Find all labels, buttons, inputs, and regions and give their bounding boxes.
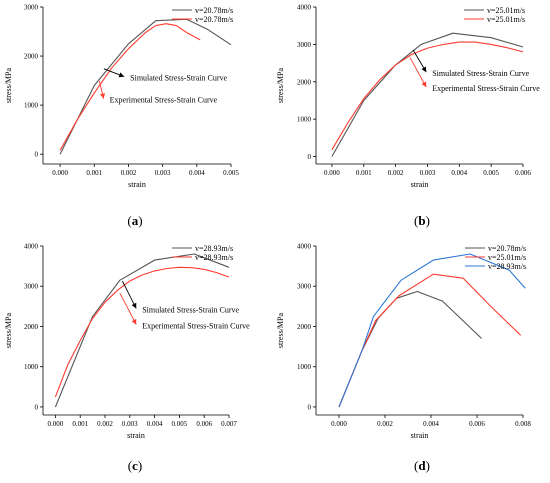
x-axis-title: strain	[128, 180, 146, 189]
annotation-arrow-line	[409, 57, 427, 88]
y-tick-label: 2000	[24, 323, 39, 331]
legend-label-1: v=20.78m/s	[488, 244, 526, 253]
x-tick-label: 0.002	[388, 169, 404, 177]
y-tick-label: 1000	[24, 102, 39, 110]
x-tick-label: 0.004	[147, 420, 163, 428]
x-tick-label: 0.000	[324, 169, 340, 177]
y-tick-label: 2000	[297, 78, 312, 86]
y-axis-title: stress/MPa	[276, 68, 285, 104]
y-tick-label: 3000	[297, 283, 312, 291]
y-tick-label: 1000	[24, 363, 39, 371]
x-tick-label: 0.005	[483, 169, 499, 177]
legend-label-1: v=25.01m/s	[487, 6, 525, 15]
y-tick-label: 3000	[24, 283, 39, 291]
x-tick-label: 0.001	[356, 169, 372, 177]
legend-label-3: v=28.93m/s	[488, 262, 526, 271]
y-tick-label: 0	[308, 153, 312, 161]
x-tick-label: 0.002	[377, 420, 393, 428]
legend-label-1: v=20.78m/s	[195, 6, 233, 15]
panel-label: (a)	[127, 213, 142, 228]
series-line-3	[338, 253, 526, 408]
x-tick-label: 0.003	[420, 169, 436, 177]
y-tick-label: 2000	[24, 53, 39, 61]
x-tick-label: 0.000	[331, 420, 347, 428]
series-line-1	[54, 253, 230, 408]
y-tick-label: 0	[308, 403, 312, 411]
chart-panel-a: 0 1000 2000 3000 0.000 0.001 0.002 0.003 0.004 0.…	[4, 4, 239, 229]
panel-letter: b	[418, 213, 425, 228]
x-tick-label: 0.002	[121, 169, 137, 177]
x-tick-label: 0.005	[223, 169, 239, 177]
y-axis-title: stress/MPa	[4, 68, 13, 104]
y-axis-title: stress/MPa	[276, 313, 285, 349]
annotation-arrow-head	[421, 81, 427, 88]
y-tick-label: 3000	[24, 4, 39, 12]
annotation-arrow-head	[421, 66, 427, 73]
x-tick-label: 0.001	[72, 420, 88, 428]
x-tick-label: 0.002	[97, 420, 113, 428]
x-tick-label: 0.004	[189, 169, 205, 177]
annotation-label: Experimental Stress-Strain Curve	[142, 321, 250, 330]
chart-panel-d: 0 1000 2000 3000 4000 0.000 0.002 0.004 0.006 0.0…	[276, 243, 531, 474]
x-tick-label: 0.003	[122, 420, 138, 428]
x-tick-label: 0.004	[423, 420, 439, 428]
annotation-label: Simulated Stress-Strain Curve	[142, 305, 239, 314]
legend-label-2: v=28.93m/s	[195, 253, 233, 262]
series-line-1	[338, 290, 482, 408]
annotation-arrow-line	[119, 292, 137, 325]
y-tick-label: 4000	[24, 243, 39, 251]
panel-label: (d)	[414, 458, 430, 473]
y-tick-label: 3000	[297, 41, 312, 49]
series-line-2	[59, 23, 201, 151]
series-line-2	[338, 273, 522, 408]
annotation-arrow-head	[131, 318, 137, 325]
legend-label-2: v=25.01m/s	[487, 15, 525, 24]
series-line-1	[331, 32, 524, 157]
legend-label-2: v=20.78m/s	[195, 15, 233, 24]
panel-letter: d	[418, 458, 426, 473]
series-line-2	[54, 266, 230, 398]
panel-letter: c	[132, 458, 138, 473]
x-tick-label: 0.006	[469, 420, 485, 428]
y-tick-label: 0	[35, 403, 39, 411]
x-tick-label: 0.004	[451, 169, 467, 177]
annotation-label: Simulated Stress-Strain Curve	[130, 74, 227, 83]
x-tick-label: 0.000	[48, 420, 64, 428]
x-tick-label: 0.000	[52, 169, 68, 177]
x-tick-label: 0.008	[515, 420, 531, 428]
y-tick-label: 0	[35, 151, 39, 159]
panel-label: (b)	[414, 213, 430, 228]
y-tick-label: 4000	[297, 243, 312, 251]
y-tick-label: 4000	[297, 4, 312, 12]
annotation-label: Experimental Stress-Strain Curve	[110, 96, 218, 105]
x-axis-title: strain	[127, 431, 145, 440]
series-line-2	[331, 41, 524, 151]
legend-label-2: v=25.01m/s	[488, 253, 526, 262]
panel-label: (c)	[128, 458, 142, 473]
x-tick-label: 0.003	[155, 169, 171, 177]
x-tick-label: 0.005	[172, 420, 188, 428]
annotation-label: Experimental Stress-Strain Curve	[432, 84, 540, 93]
chart-panel-b: 0 1000 2000 3000 4000 0.000 0.001 0.002 0.003 0.0…	[276, 4, 540, 229]
annotation-label: Simulated Stress-Strain Curve	[432, 69, 529, 78]
panel-letter: a	[132, 213, 139, 228]
x-axis-title: strain	[411, 431, 429, 440]
x-tick-label: 0.006	[196, 420, 212, 428]
x-tick-label: 0.007	[221, 420, 237, 428]
x-tick-label: 0.006	[515, 169, 531, 177]
x-tick-label: 0.001	[86, 169, 102, 177]
y-tick-label: 1000	[297, 116, 312, 124]
annotation-arrow-head	[131, 302, 137, 309]
x-axis-title: strain	[411, 180, 429, 189]
annotation-arrow-head	[118, 72, 125, 78]
annotation-arrow-head	[99, 93, 106, 99]
series-line-1	[59, 18, 232, 155]
y-tick-label: 1000	[297, 363, 312, 371]
annotation-arrow-line	[121, 280, 137, 309]
chart-panel-c: 0 1000 2000 3000 4000 0.000 0.001 0.002 0.003 0.0…	[4, 243, 250, 474]
legend-label-1: v=28.93m/s	[195, 244, 233, 253]
y-tick-label: 2000	[297, 323, 312, 331]
y-axis-title: stress/MPa	[4, 313, 13, 349]
